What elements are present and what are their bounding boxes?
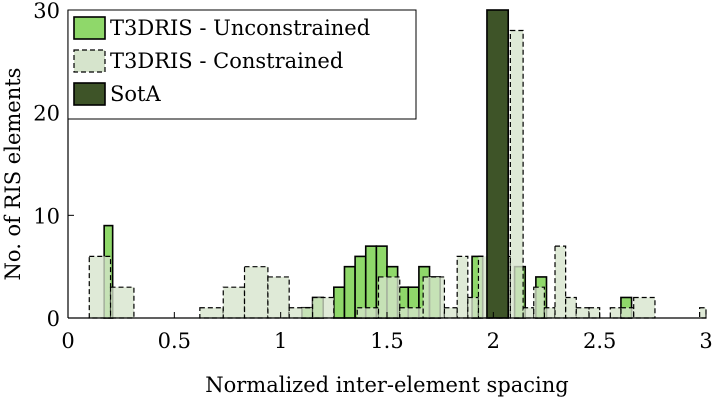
bar-series-1-bin-5 [199,307,224,319]
legend-label-1: T3DRIS - Constrained [110,49,343,73]
legend-box [67,9,417,120]
legend-swatch-0 [73,16,106,40]
bar-series-1-bin-6 [222,286,246,319]
bar-series-1-bin-17 [456,255,469,319]
bar-series-1-bin-15 [422,276,446,319]
x-tick-label-0: 0 [61,329,74,353]
bars-layer [88,9,707,319]
legend-label-2: SotA [110,82,161,106]
bar-series-1-bin-12 [356,307,380,319]
bar-series-1-bin-24 [533,286,545,319]
bar-series-1-bin-1 [109,286,135,319]
bar-series-1-bin-33 [633,296,656,319]
x-tick-label-5: 2.5 [583,329,616,353]
bar-series-1-bin-29 [588,307,601,319]
y-tick-label-1: 10 [33,204,60,228]
y-tick-label-2: 20 [33,102,60,126]
bar-series-1-bin-23 [522,307,535,319]
y-tick-label-3: 30 [33,0,60,23]
legend-label-0: T3DRIS - Unconstrained [110,16,370,40]
bar-series-1-bin-8 [267,276,290,319]
bar-series-1-bin-36 [699,307,707,319]
bar-series-1-bin-10 [311,296,335,319]
bar-series-1-bin-22 [509,29,524,319]
x-tick-label-1: 0.5 [158,329,191,353]
bar-series-1-bin-31 [609,307,622,319]
x-axis-label: Normalized inter-element spacing [205,373,569,397]
x-tick-label-6: 3 [699,329,712,353]
bar-series-1-bin-13 [377,276,401,319]
x-tick-label-3: 1.5 [370,329,403,353]
bar-series-1-bin-9 [288,307,314,319]
bar-series-1-bin-0 [88,255,112,319]
x-tick-label-2: 1 [274,329,287,353]
y-tick-label-0: 0 [47,307,60,331]
bar-series-1-bin-7 [243,266,269,319]
x-tick-label-4: 2 [487,329,500,353]
legend: T3DRIS - Unconstrained T3DRIS - Constrain… [67,9,417,120]
y-axis-label: No. of RIS elements [1,68,25,281]
bar-series-1-bin-28 [575,307,590,319]
legend-swatch-2 [73,82,106,106]
bar-series-0-bin-3 [333,286,346,319]
legend-swatch-1 [73,49,106,73]
bar-series-1-bin-14 [399,307,424,319]
bar-series-2-bin-0 [486,9,510,319]
bar-series-0-bin-4 [343,265,356,319]
bar-series-1-bin-26 [554,245,567,319]
bar-series-1-bin-32 [620,307,635,319]
bar-series-1-bin-25 [543,307,556,319]
bar-series-1-bin-18 [467,296,480,319]
bar-series-1-bin-27 [565,296,577,319]
bar-series-1-bin-16 [443,307,458,319]
